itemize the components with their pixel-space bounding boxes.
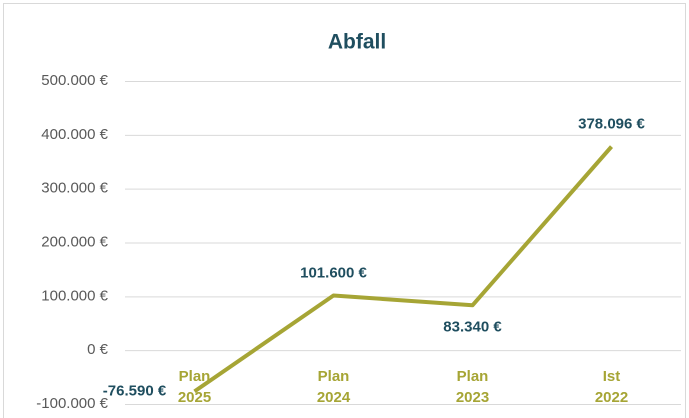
data-label: 101.600 € (300, 264, 367, 281)
x-tick-label: Plan 2023 (456, 368, 489, 406)
x-tick-label: Plan 2025 (178, 368, 211, 406)
data-label: 378.096 € (578, 116, 645, 133)
data-label: -76.590 € (103, 382, 167, 399)
y-tick-label: 0 € (87, 341, 109, 358)
y-tick-label: 300.000 € (41, 180, 108, 197)
y-tick-label: -100.000 € (36, 395, 108, 412)
chart-title: Abfall (328, 31, 386, 54)
data-label: 83.340 € (443, 318, 502, 335)
y-tick-label: 200.000 € (41, 233, 108, 250)
line (193, 145, 614, 394)
y-tick-label: 500.000 € (41, 72, 108, 89)
x-tick-label: Plan 2024 (317, 368, 351, 406)
chart-border (3, 3, 686, 418)
x-tick-label: Ist 2022 (595, 368, 628, 406)
y-tick-label: 100.000 € (41, 287, 108, 304)
y-tick-label: 400.000 € (41, 126, 108, 143)
